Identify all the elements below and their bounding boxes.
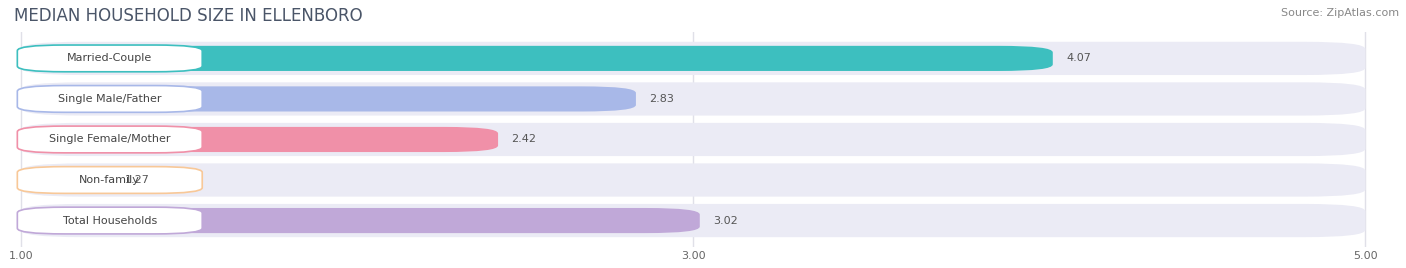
- FancyBboxPatch shape: [17, 167, 202, 193]
- Text: 2.83: 2.83: [650, 94, 675, 104]
- FancyBboxPatch shape: [21, 86, 636, 111]
- FancyBboxPatch shape: [21, 46, 1053, 71]
- Text: 4.07: 4.07: [1066, 53, 1091, 64]
- Text: 3.02: 3.02: [713, 215, 738, 226]
- FancyBboxPatch shape: [17, 207, 202, 234]
- Text: Total Households: Total Households: [63, 215, 157, 226]
- FancyBboxPatch shape: [21, 168, 111, 193]
- Text: MEDIAN HOUSEHOLD SIZE IN ELLENBORO: MEDIAN HOUSEHOLD SIZE IN ELLENBORO: [14, 7, 363, 25]
- FancyBboxPatch shape: [21, 208, 700, 233]
- Text: Married-Couple: Married-Couple: [67, 53, 152, 64]
- FancyBboxPatch shape: [21, 163, 1365, 197]
- FancyBboxPatch shape: [21, 42, 1365, 75]
- Text: Source: ZipAtlas.com: Source: ZipAtlas.com: [1281, 8, 1399, 18]
- FancyBboxPatch shape: [17, 126, 202, 153]
- FancyBboxPatch shape: [17, 85, 202, 112]
- FancyBboxPatch shape: [21, 123, 1365, 156]
- Text: Non-family: Non-family: [79, 175, 141, 185]
- FancyBboxPatch shape: [17, 45, 202, 72]
- FancyBboxPatch shape: [21, 82, 1365, 116]
- Text: Single Male/Father: Single Male/Father: [58, 94, 162, 104]
- Text: Single Female/Mother: Single Female/Mother: [49, 135, 170, 144]
- FancyBboxPatch shape: [21, 204, 1365, 237]
- Text: 1.27: 1.27: [125, 175, 150, 185]
- Text: 2.42: 2.42: [512, 135, 537, 144]
- FancyBboxPatch shape: [21, 127, 498, 152]
